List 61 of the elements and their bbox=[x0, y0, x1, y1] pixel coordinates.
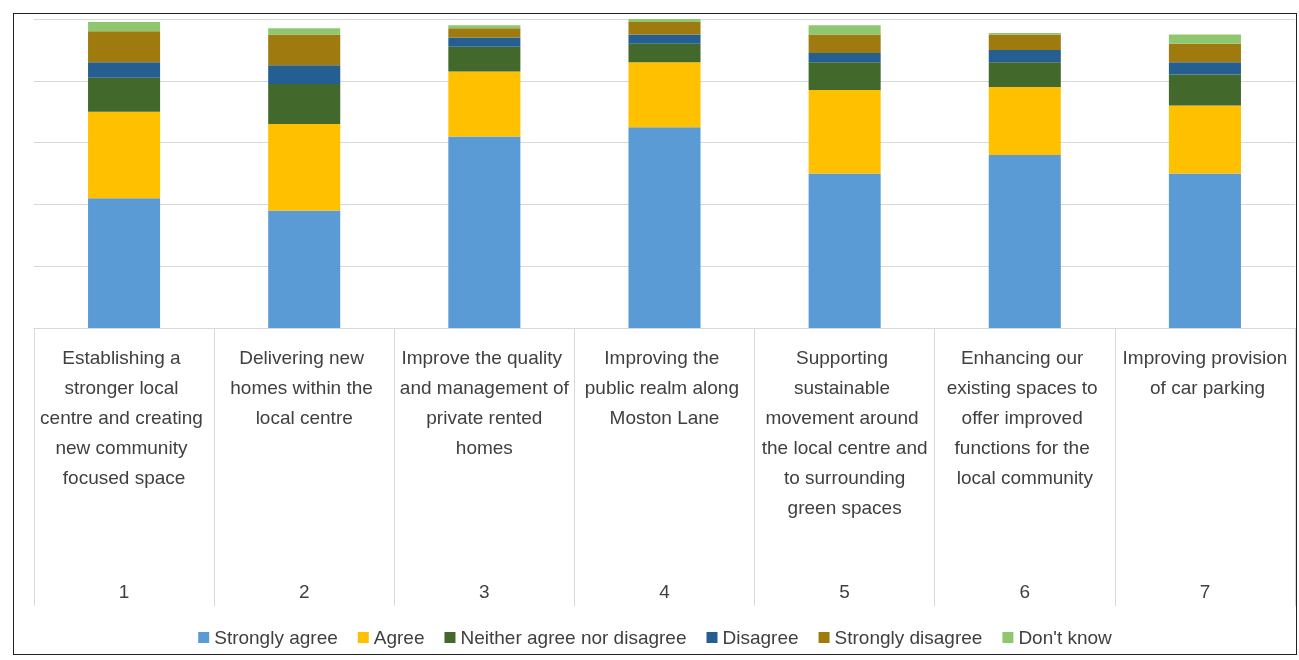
bar bbox=[808, 34, 881, 53]
bar bbox=[448, 46, 521, 72]
bar bbox=[268, 28, 341, 35]
bar bbox=[628, 22, 701, 35]
bar bbox=[88, 111, 161, 199]
bar bbox=[1168, 34, 1241, 44]
legend-label: Don't know bbox=[1018, 627, 1113, 648]
bar bbox=[88, 22, 161, 32]
bar bbox=[268, 34, 341, 66]
bar bbox=[268, 124, 341, 211]
bar bbox=[268, 83, 341, 125]
legend-label: Strongly disagree bbox=[834, 627, 983, 648]
bar bbox=[1168, 173, 1241, 328]
text: 6 bbox=[1019, 581, 1031, 602]
x-tick-label: Supporting sustainable movement around the local centre and to surrounding green spaces bbox=[761, 346, 928, 518]
bar bbox=[1168, 105, 1241, 174]
bar bbox=[88, 198, 161, 328]
bar bbox=[448, 71, 521, 137]
text: 2 bbox=[298, 581, 310, 602]
bar bbox=[988, 62, 1061, 87]
bar bbox=[448, 25, 521, 29]
bar bbox=[628, 127, 701, 328]
bar bbox=[988, 154, 1061, 328]
text: 7 bbox=[1199, 581, 1211, 602]
bar bbox=[1168, 43, 1241, 63]
bar bbox=[268, 210, 341, 328]
bar bbox=[808, 25, 881, 35]
text: 5 bbox=[839, 581, 850, 602]
legend-label: Neither agree nor disagree bbox=[460, 627, 687, 648]
x-tick-label: Enhancing our existing spaces to offer improved functions for the local community bbox=[946, 346, 1103, 488]
legend-label: Strongly agree bbox=[214, 627, 338, 648]
bar bbox=[88, 77, 161, 112]
text: 4 bbox=[659, 581, 671, 602]
bar bbox=[448, 28, 521, 38]
bar bbox=[988, 34, 1061, 50]
x-tick-label: Delivering new homes within the local centre bbox=[230, 346, 379, 428]
legend-label: Disagree bbox=[722, 627, 799, 648]
bar bbox=[268, 65, 341, 84]
bar bbox=[628, 43, 701, 63]
bar bbox=[808, 90, 881, 174]
x-tick-label: Improve the quality and management of private rented homes bbox=[399, 346, 570, 458]
bar bbox=[448, 37, 521, 47]
legend-label: Agree bbox=[373, 627, 425, 648]
bar bbox=[628, 34, 701, 44]
bar bbox=[88, 62, 161, 78]
bar bbox=[448, 136, 521, 328]
bar bbox=[1168, 62, 1241, 75]
text: 1 bbox=[118, 581, 130, 602]
x-tick-label: Establishing a stronger local centre and creating new community focused space bbox=[40, 346, 209, 488]
text: 3 bbox=[479, 581, 490, 602]
bar bbox=[88, 31, 161, 63]
bar bbox=[808, 173, 881, 328]
x-tick-label: Improving the public realm along Moston Lane bbox=[584, 346, 745, 428]
bar bbox=[1168, 74, 1241, 106]
bar bbox=[808, 62, 881, 91]
bar bbox=[988, 86, 1061, 155]
bar bbox=[808, 52, 881, 63]
bar bbox=[988, 49, 1061, 63]
bar bbox=[628, 62, 701, 128]
bar bbox=[628, 19, 701, 23]
x-tick-label: Improving provision of car parking bbox=[1122, 346, 1288, 398]
